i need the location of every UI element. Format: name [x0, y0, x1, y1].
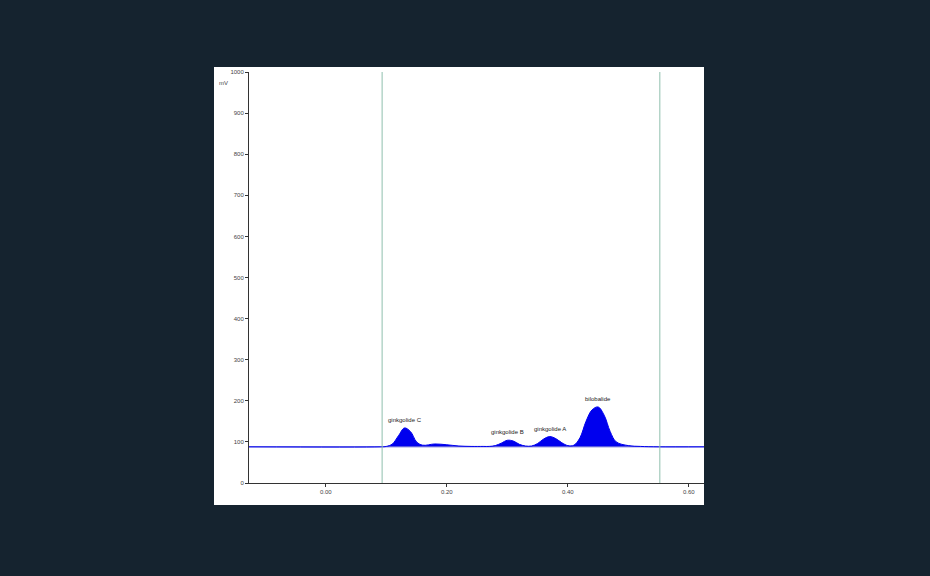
svg-text:400: 400: [234, 316, 245, 322]
svg-text:0.40: 0.40: [562, 489, 574, 495]
svg-text:mV: mV: [219, 80, 228, 86]
svg-text:700: 700: [234, 192, 245, 198]
svg-text:bilobalide: bilobalide: [585, 396, 611, 402]
svg-text:0.00: 0.00: [320, 489, 332, 495]
svg-text:ginkgolide C: ginkgolide C: [388, 417, 422, 423]
svg-text:200: 200: [234, 398, 245, 404]
svg-text:100: 100: [234, 439, 245, 445]
svg-text:500: 500: [234, 275, 245, 281]
svg-text:900: 900: [234, 110, 245, 116]
svg-text:600: 600: [234, 234, 245, 240]
svg-text:800: 800: [234, 151, 245, 157]
svg-text:ginkgolide B: ginkgolide B: [491, 429, 524, 435]
svg-text:0.60: 0.60: [683, 489, 695, 495]
svg-text:0.20: 0.20: [441, 489, 453, 495]
svg-text:0: 0: [240, 480, 244, 486]
svg-text:1000: 1000: [230, 69, 244, 75]
svg-text:ginkgolide A: ginkgolide A: [534, 426, 566, 432]
svg-text:300: 300: [234, 357, 245, 363]
